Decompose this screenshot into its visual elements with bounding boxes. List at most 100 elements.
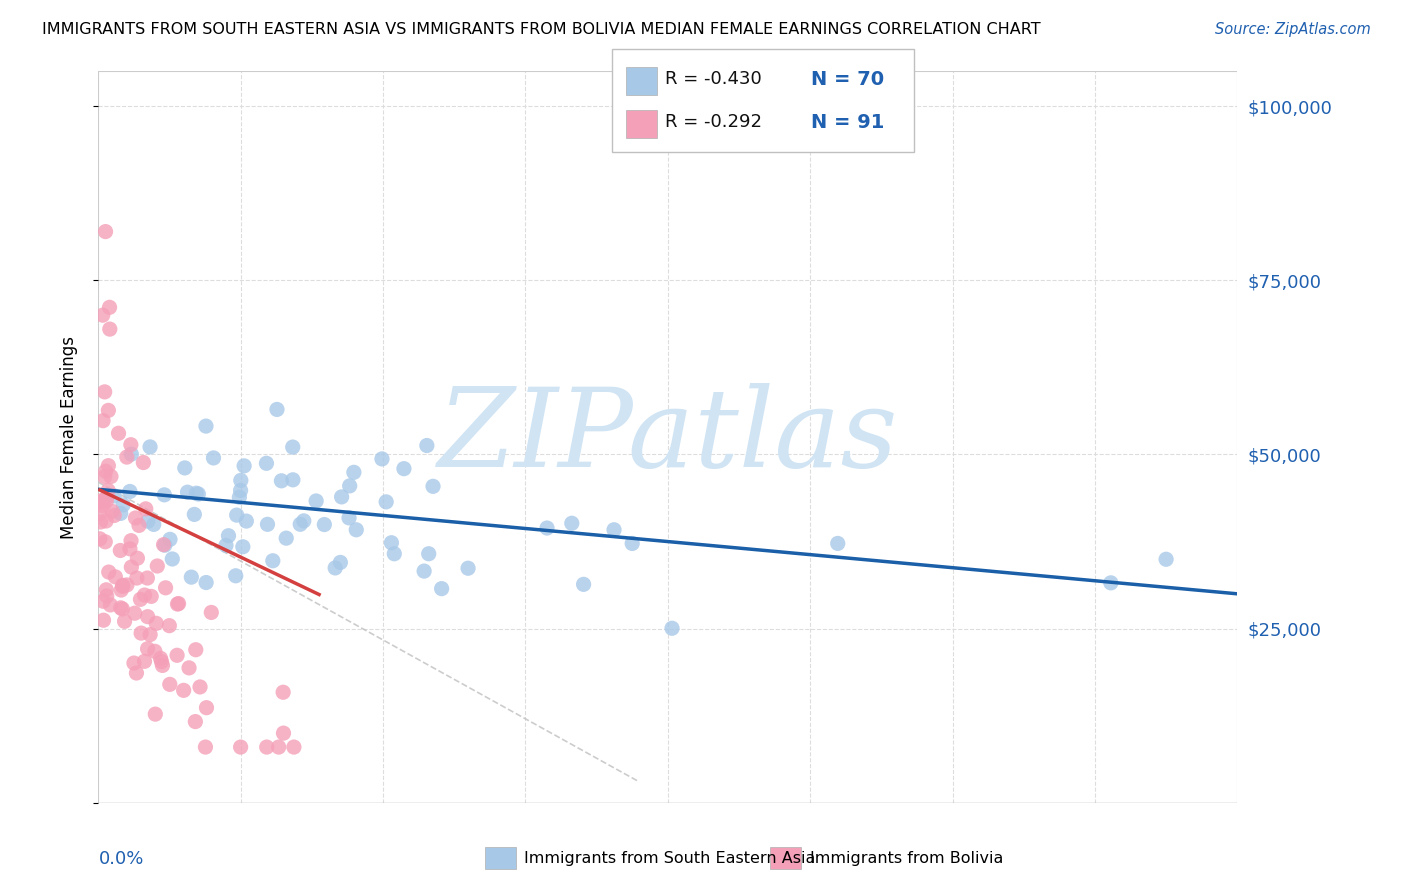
Point [202, 450, 225, 465]
Point [621, 536, 644, 550]
Point [329, 556, 352, 570]
Point [159, 533, 181, 547]
Point [136, 571, 159, 585]
Point [536, 521, 558, 535]
Point [173, 461, 195, 475]
Text: IMMIGRANTS FROM SOUTH EASTERN ASIA VS IMMIGRANTS FROM BOLIVIA MEDIAN FEMALE EARN: IMMIGRANTS FROM SOUTH EASTERN ASIA VS IM… [42, 22, 1040, 37]
Point [127, 551, 149, 566]
Point [120, 438, 142, 452]
Point [91, 499, 114, 513]
Point [256, 740, 278, 755]
Point [194, 740, 217, 755]
Point [153, 488, 176, 502]
Point [94, 464, 117, 478]
Point [1154, 552, 1177, 566]
Point [146, 559, 169, 574]
Point [134, 588, 156, 602]
Point [339, 479, 361, 493]
Point [150, 655, 173, 669]
Point [152, 658, 174, 673]
Point [267, 740, 290, 755]
Point [115, 578, 138, 592]
Point [337, 511, 360, 525]
Point [120, 560, 142, 574]
Point [143, 644, 166, 658]
Point [122, 656, 145, 670]
Point [281, 440, 304, 454]
Point [323, 561, 346, 575]
Point [173, 683, 195, 698]
Point [200, 606, 222, 620]
Point [97, 565, 120, 579]
Point [187, 487, 209, 501]
Point [118, 484, 141, 499]
Point [270, 474, 292, 488]
Point [229, 740, 252, 755]
Text: Immigrants from Bolivia: Immigrants from Bolivia [810, 851, 1004, 865]
Point [661, 621, 683, 635]
Point [392, 461, 415, 475]
Point [124, 606, 146, 620]
Point [132, 456, 155, 470]
Point [166, 648, 188, 663]
Point [91, 308, 114, 322]
Point [115, 450, 138, 464]
Point [91, 594, 114, 608]
Point [430, 582, 453, 596]
Point [218, 529, 240, 543]
Point [94, 514, 117, 528]
Point [827, 536, 849, 550]
Point [93, 469, 115, 483]
Point [101, 504, 124, 518]
Point [125, 571, 148, 585]
Point [114, 615, 136, 629]
Point [112, 498, 135, 512]
Point [153, 538, 176, 552]
Point [97, 483, 120, 498]
Point [256, 517, 278, 532]
Point [100, 469, 122, 483]
Point [90, 515, 112, 529]
Point [561, 516, 583, 531]
Point [128, 518, 150, 533]
Point [330, 490, 353, 504]
Point [96, 582, 118, 597]
Point [152, 538, 174, 552]
Text: N = 70: N = 70 [811, 70, 884, 89]
Point [110, 543, 132, 558]
Point [184, 642, 207, 657]
Point [186, 486, 208, 500]
Point [1099, 575, 1122, 590]
Point [96, 491, 118, 505]
Point [94, 534, 117, 549]
Point [215, 538, 238, 552]
Point [281, 473, 304, 487]
Point [283, 740, 305, 755]
Point [136, 514, 159, 528]
Text: Immigrants from South Eastern Asia: Immigrants from South Eastern Asia [524, 851, 815, 865]
Point [135, 501, 157, 516]
Point [413, 564, 436, 578]
Point [229, 474, 252, 488]
Point [96, 589, 118, 603]
Point [256, 456, 278, 470]
Point [94, 225, 117, 239]
Point [314, 517, 336, 532]
Point [89, 507, 111, 521]
Point [125, 665, 148, 680]
Point [139, 627, 162, 641]
Point [129, 592, 152, 607]
Point [572, 577, 595, 591]
Point [118, 541, 141, 556]
Point [233, 458, 256, 473]
Point [194, 419, 217, 434]
Point [262, 554, 284, 568]
Point [110, 582, 132, 597]
Point [225, 568, 247, 582]
Point [89, 494, 111, 508]
Point [155, 581, 177, 595]
Point [136, 609, 159, 624]
Point [120, 447, 142, 461]
Point [273, 726, 295, 740]
Point [380, 535, 402, 549]
